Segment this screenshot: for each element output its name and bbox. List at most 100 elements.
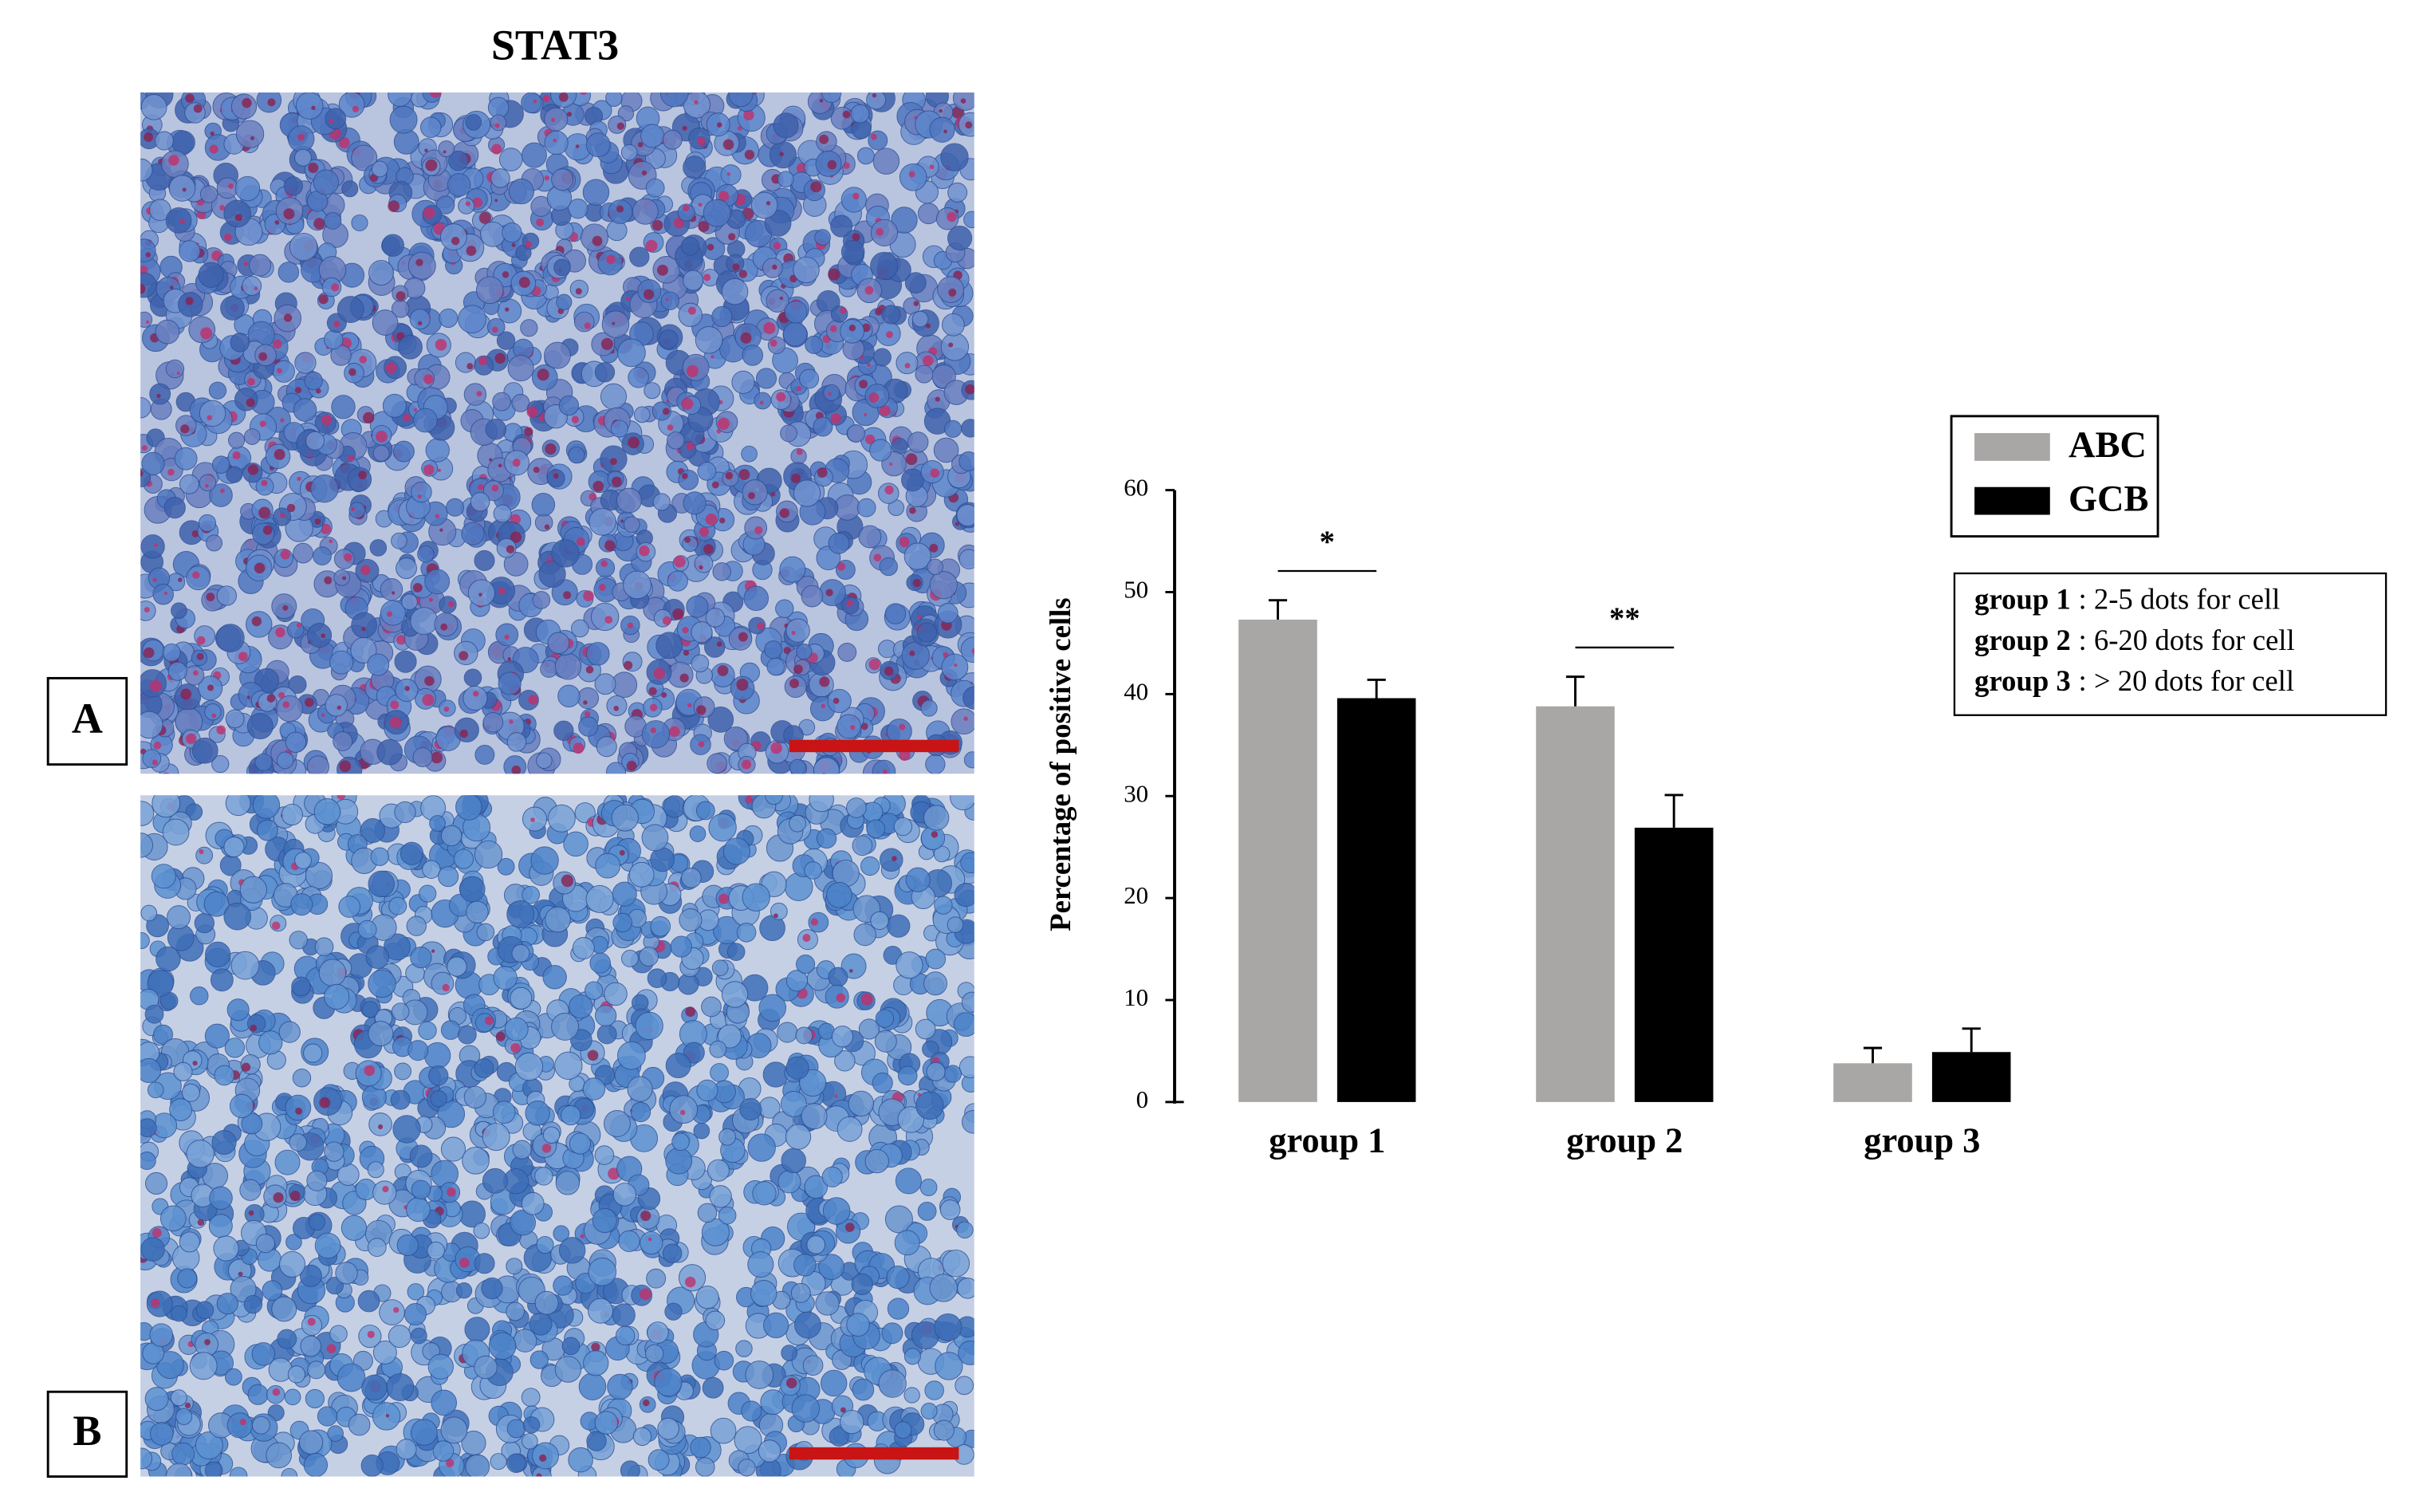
cell	[765, 795, 783, 805]
cell	[521, 1191, 545, 1215]
stain	[186, 733, 197, 744]
cell	[943, 1065, 962, 1083]
stain	[489, 458, 493, 462]
cell	[872, 1072, 893, 1093]
cell	[394, 650, 417, 673]
cell	[394, 1062, 411, 1081]
cell	[840, 953, 867, 979]
cell	[152, 795, 181, 818]
stain	[389, 716, 402, 729]
cell	[521, 1432, 538, 1450]
cell	[903, 542, 931, 570]
stain	[648, 687, 657, 696]
cell	[407, 1283, 425, 1301]
cell	[147, 970, 174, 997]
stain	[844, 1223, 855, 1232]
stain	[289, 1191, 301, 1202]
cell	[893, 817, 913, 837]
cell	[801, 585, 824, 608]
cell	[290, 893, 313, 916]
cell	[702, 1376, 724, 1399]
cell	[929, 570, 958, 600]
cell	[140, 1447, 153, 1470]
stain	[511, 765, 522, 774]
cell	[569, 994, 593, 1019]
stain	[437, 468, 442, 472]
cell	[411, 481, 432, 503]
cell	[504, 1017, 529, 1041]
cell	[853, 923, 876, 947]
cell	[249, 254, 272, 277]
error-bar	[1962, 1027, 1981, 1053]
stain	[645, 239, 658, 252]
cell	[198, 514, 217, 533]
stain	[583, 590, 594, 601]
stain	[211, 713, 217, 719]
cell	[140, 158, 153, 182]
stain	[274, 449, 285, 460]
cell	[738, 1459, 756, 1477]
cell	[571, 619, 589, 638]
cell	[742, 479, 768, 506]
stain	[440, 623, 448, 631]
cell	[144, 1004, 164, 1024]
cell	[721, 981, 749, 1008]
cell	[140, 311, 153, 328]
cell	[220, 295, 245, 321]
stain	[331, 283, 340, 292]
cell	[506, 732, 527, 752]
stain	[348, 368, 356, 376]
cell	[933, 845, 951, 863]
stain	[339, 760, 352, 773]
stain	[613, 705, 620, 711]
cell	[669, 1095, 699, 1124]
cell	[470, 492, 490, 512]
cell	[657, 1417, 679, 1440]
stain	[286, 503, 296, 513]
cell	[959, 549, 974, 569]
cell	[793, 1254, 817, 1277]
stain	[274, 219, 280, 225]
cell	[465, 1454, 490, 1477]
cell	[551, 1012, 580, 1041]
cell	[224, 1368, 242, 1386]
cell	[922, 1040, 939, 1058]
cell	[226, 466, 243, 483]
cell	[227, 431, 246, 449]
cell	[707, 753, 728, 774]
stain	[699, 526, 710, 537]
cell	[262, 1280, 283, 1301]
stain	[553, 473, 559, 479]
cell	[935, 1352, 963, 1380]
stain	[573, 742, 585, 754]
cell	[473, 1222, 490, 1239]
cell	[162, 643, 181, 662]
cell	[510, 1209, 536, 1236]
cell	[917, 1202, 937, 1221]
stain	[282, 701, 290, 708]
cell	[595, 557, 616, 578]
cell	[306, 623, 333, 648]
stain	[199, 849, 204, 855]
cell	[837, 1116, 863, 1142]
cell	[858, 1018, 880, 1040]
cell	[894, 1230, 920, 1256]
stain	[239, 1419, 246, 1426]
micrograph-b-cells	[140, 795, 974, 1477]
cell	[335, 1262, 358, 1285]
stain	[876, 228, 884, 236]
stain	[344, 553, 352, 562]
cell	[159, 1205, 187, 1232]
cell	[427, 1241, 445, 1260]
stain	[653, 667, 666, 679]
cell	[214, 1065, 235, 1086]
cell	[834, 1050, 856, 1072]
stain	[271, 921, 281, 931]
cell	[305, 1388, 325, 1409]
cell	[887, 914, 911, 938]
stain	[682, 627, 689, 634]
cell	[306, 1170, 328, 1191]
stain	[852, 192, 860, 200]
cell	[474, 549, 495, 571]
stain	[185, 93, 195, 103]
